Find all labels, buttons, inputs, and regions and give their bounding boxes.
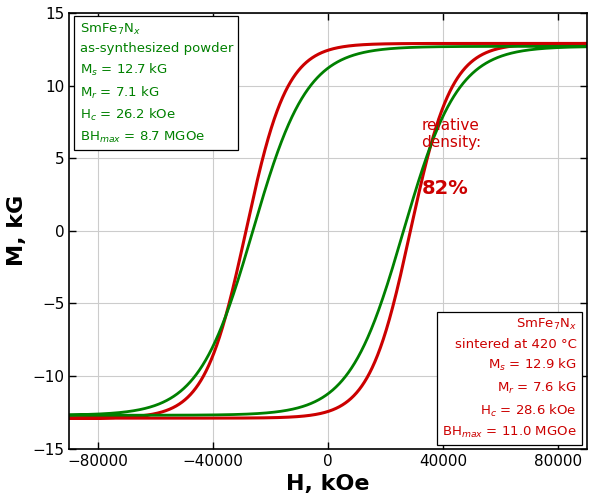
Text: SmFe$_7$N$_x$
sintered at 420 °C
M$_s$ = 12.9 kG
M$_r$ = 7.6 kG
H$_c$ = 28.6 kOe: SmFe$_7$N$_x$ sintered at 420 °C M$_s$ =… xyxy=(442,317,577,440)
Text: 82%: 82% xyxy=(421,178,468,197)
Text: SmFe$_7$N$_x$
as-synthesized powder
M$_s$ = 12.7 kG
M$_r$ = 7.1 kG
H$_c$ = 26.2 : SmFe$_7$N$_x$ as-synthesized powder M$_s… xyxy=(80,22,233,144)
Y-axis label: M, kG: M, kG xyxy=(7,195,27,267)
X-axis label: H, kOe: H, kOe xyxy=(286,474,370,494)
Text: relative
density:: relative density: xyxy=(421,118,482,150)
